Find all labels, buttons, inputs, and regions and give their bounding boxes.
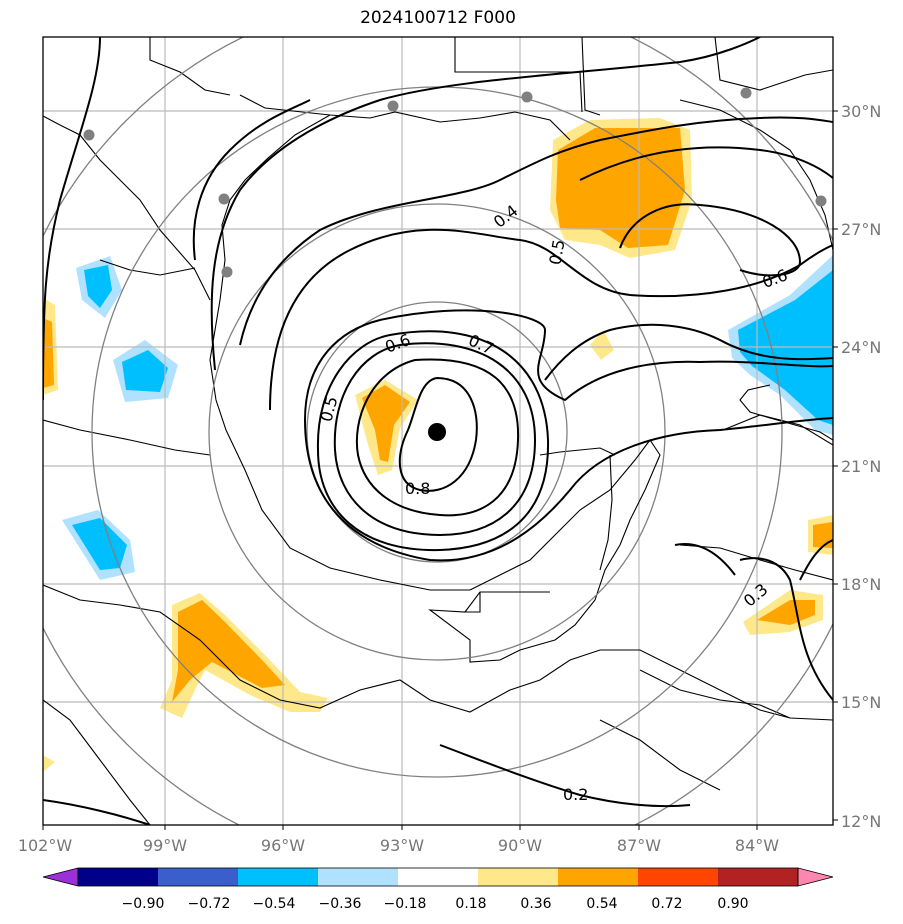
station-marker: [740, 87, 752, 99]
colorbar-segment: [478, 868, 559, 886]
lat-label: 21°N: [841, 457, 881, 476]
colorbar-label: 0.18: [455, 896, 486, 912]
contour-label: 0.5: [317, 394, 342, 424]
contour-label: 0.6: [760, 265, 790, 292]
colorbar-label: −0.90: [122, 896, 165, 912]
contour-label: 0.8: [405, 479, 430, 498]
lon-label: 99°W: [143, 836, 187, 855]
lon-label: 87°W: [617, 836, 661, 855]
positive-anomaly-shading: [43, 118, 833, 772]
colorbar-segment: [398, 868, 479, 886]
storm-center-marker: [428, 423, 446, 441]
colorbar-label: −0.54: [253, 896, 296, 912]
range-ring: [306, 301, 568, 563]
colorbar-segment: [638, 868, 719, 886]
colorbar-segment: [718, 868, 799, 886]
colorbar-label: 0.36: [520, 896, 551, 912]
colorbar-segment: [558, 868, 639, 886]
axis-ticks: [42, 110, 838, 830]
colorbar-label: 0.72: [651, 896, 682, 912]
station-marker: [83, 129, 95, 141]
colorbar-outline: [77, 867, 799, 887]
lon-label: 93°W: [380, 836, 424, 855]
station-marker: [815, 195, 827, 207]
contour-label: 0.7: [466, 330, 497, 358]
lat-label: 18°N: [841, 575, 881, 594]
colorbar-extend-low: [42, 867, 79, 887]
station-marker: [521, 91, 533, 103]
grid-lines: [43, 37, 833, 825]
colorbar-segment: [238, 868, 319, 886]
range-ring: [208, 203, 666, 661]
colorbar-segment: [318, 868, 399, 886]
contour-label: 0.6: [382, 330, 412, 357]
map-title: 2024100712 F000: [360, 8, 516, 28]
lat-label: 30°N: [841, 102, 881, 121]
contour-lines: [43, 37, 833, 825]
latitude-labels: 12°N 15°N 18°N 21°N 24°N 27°N 30°N: [841, 102, 881, 831]
contour-label: 0.5: [546, 238, 569, 266]
lat-label: 24°N: [841, 338, 881, 357]
lat-label: 15°N: [841, 693, 881, 712]
station-marker: [221, 266, 233, 278]
station-markers: [83, 87, 827, 278]
longitude-labels: 102°W 99°W 96°W 93°W 90°W 87°W 84°W: [18, 836, 779, 855]
colorbar-label: −0.18: [384, 896, 427, 912]
colorbar-extend-high: [797, 867, 834, 887]
negative-anomaly-shading: [62, 255, 833, 580]
colorbar-label: 0.54: [586, 896, 617, 912]
colorbar-label: −0.36: [319, 896, 362, 912]
lon-label: 90°W: [498, 836, 542, 855]
lon-label: 84°W: [735, 836, 779, 855]
contour-label: 0.4: [490, 201, 522, 232]
colorbar: −0.90 −0.72 −0.54 −0.36 −0.18 0.18 0.36 …: [42, 867, 834, 912]
contour-label: 0.2: [563, 785, 588, 804]
lat-label: 12°N: [841, 812, 881, 831]
colorbar-segment: [158, 868, 239, 886]
station-marker: [218, 193, 230, 205]
lon-label: 96°W: [261, 836, 305, 855]
colorbar-label: −0.72: [188, 896, 231, 912]
map-frame: [42, 36, 834, 826]
lat-label: 27°N: [841, 220, 881, 239]
coastlines-and-borders: [43, 37, 833, 825]
lon-label: 102°W: [18, 836, 73, 855]
colorbar-segment: [78, 868, 159, 886]
station-marker: [387, 100, 399, 112]
colorbar-label: 0.90: [717, 896, 748, 912]
